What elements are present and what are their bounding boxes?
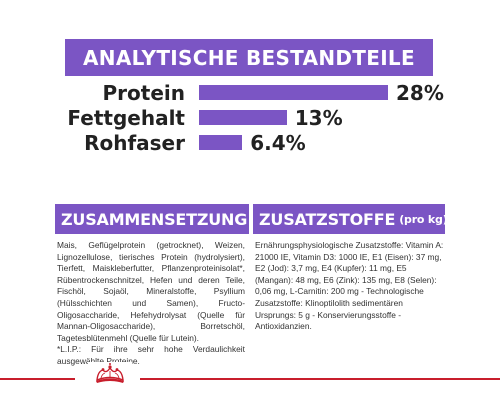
nutrient-value: 13% <box>294 106 343 130</box>
additives-header: ZUSATZSTOFFE (pro kg) <box>253 204 445 234</box>
additives-text-block: Ernährungsphysiologische Zusatzstoffe: V… <box>255 240 445 333</box>
additives-text: Ernährungsphysiologische Zusatzstoffe: V… <box>255 240 444 332</box>
analysis-header: ANALYTISCHE BESTANDTEILE <box>65 39 433 76</box>
additives-title: ZUSATZSTOFFE <box>259 209 396 229</box>
nutrient-row-fettgehalt: Fettgehalt 13% <box>0 104 500 132</box>
nutrient-label: Fettgehalt <box>67 106 185 130</box>
footer-line <box>140 378 500 380</box>
composition-text-block: Mais, Geflügelprotein (getrocknet), Weiz… <box>57 240 245 368</box>
nutrient-row-rohfaser: Rohfaser 6.4% <box>0 129 500 157</box>
composition-footnote: *L.I.P.: Für ihre sehr hohe Verdaulichke… <box>57 344 245 366</box>
nutrient-bar <box>199 85 388 100</box>
composition-title: ZUSAMMENSETZUNG <box>61 209 248 229</box>
composition-text: Mais, Geflügelprotein (getrocknet), Weiz… <box>57 240 245 343</box>
nutrient-label: Rohfaser <box>84 131 185 155</box>
additives-subtitle: (pro kg) <box>399 212 445 226</box>
analysis-title: ANALYTISCHE BESTANDTEILE <box>83 45 415 70</box>
nutrient-row-protein: Protein 28% <box>0 79 500 107</box>
nutrient-bar <box>199 110 287 125</box>
nutrient-value: 28% <box>396 81 444 105</box>
nutrient-label: Protein <box>102 81 185 105</box>
royal-canin-crown-icon <box>88 362 132 388</box>
nutrient-bar <box>199 135 243 150</box>
composition-header: ZUSAMMENSETZUNG <box>55 204 249 234</box>
footer-line-left <box>0 378 75 380</box>
nutrient-value: 6.4% <box>250 131 306 155</box>
